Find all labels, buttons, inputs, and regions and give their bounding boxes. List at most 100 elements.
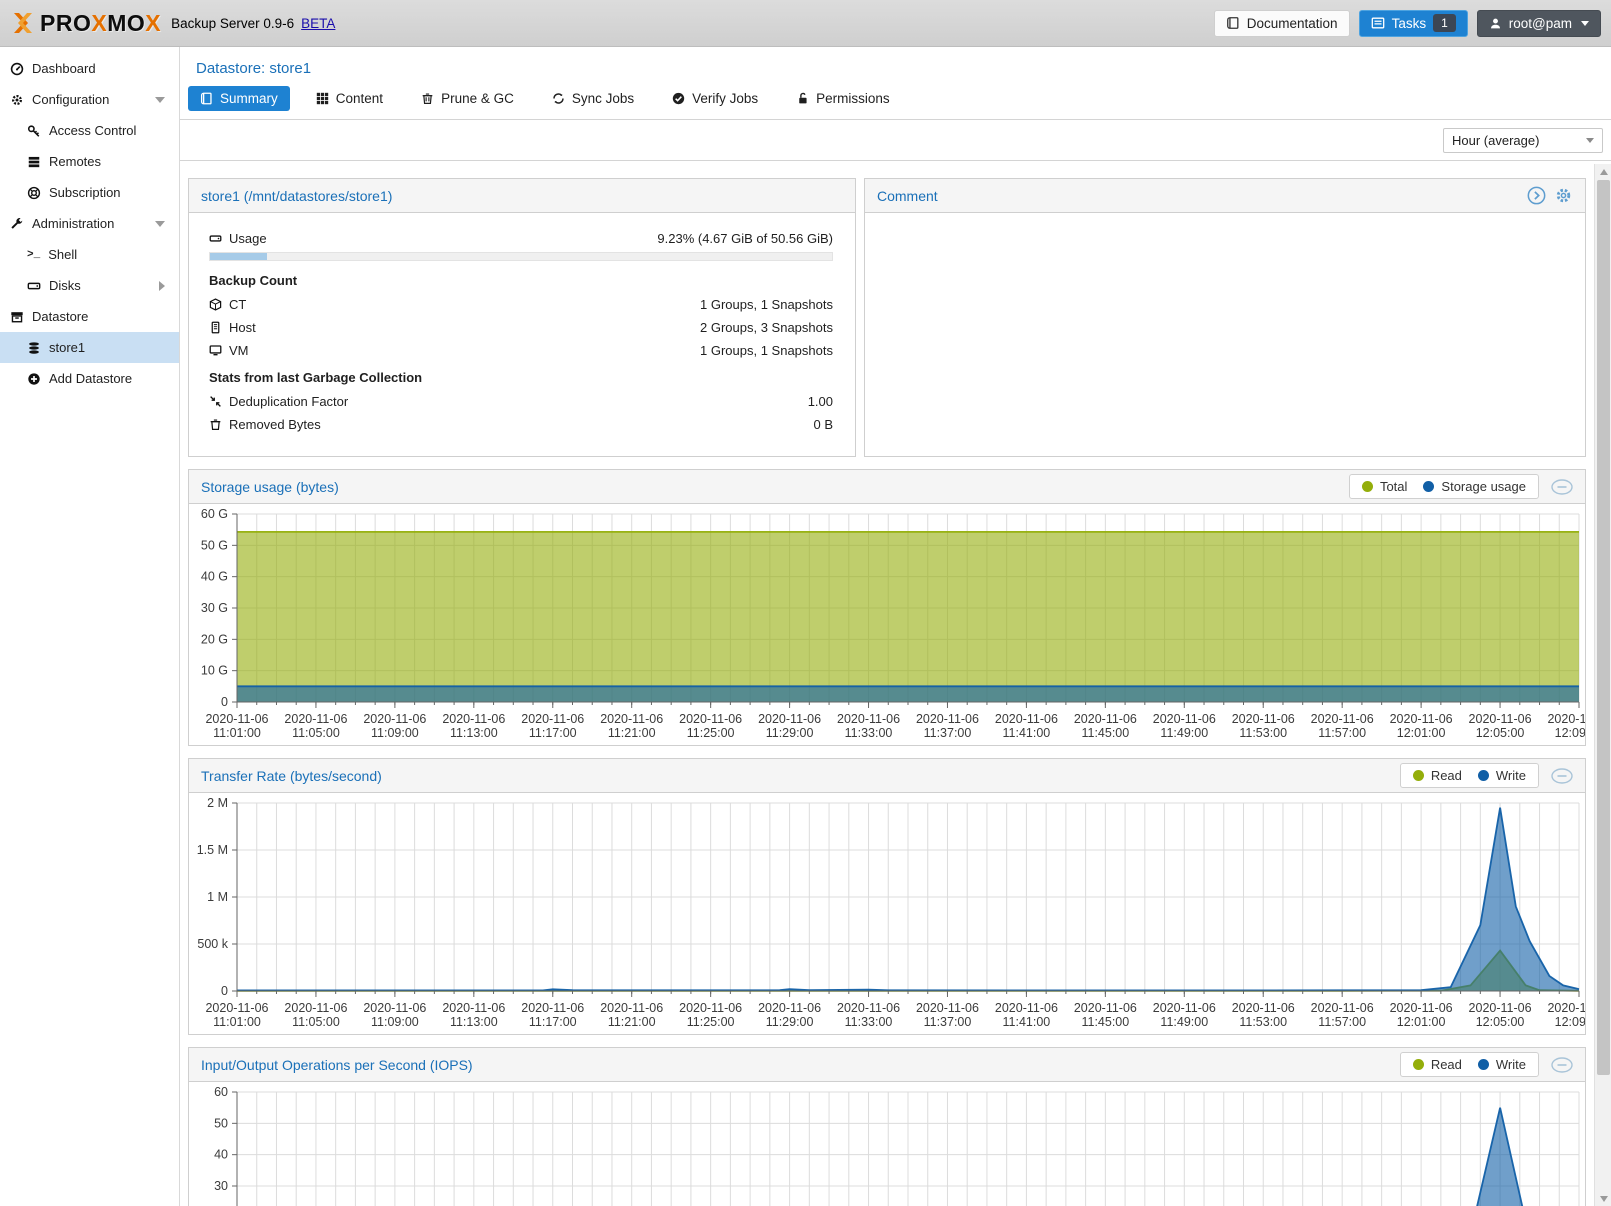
svg-text:0: 0 <box>221 695 228 709</box>
svg-text:11:13:00: 11:13:00 <box>450 726 498 740</box>
plus-circle-icon <box>28 372 40 385</box>
svg-text:2020-11-06: 2020-11-06 <box>1390 712 1453 726</box>
svg-text:11:33:00: 11:33:00 <box>845 1015 893 1029</box>
svg-text:2020-11-06: 2020-11-06 <box>1074 1001 1137 1015</box>
chart-toolbar: Hour (average) <box>180 120 1611 161</box>
sidebar-item-store1[interactable]: store1 <box>0 332 179 363</box>
svg-text:2020-11-06: 2020-11-06 <box>916 1001 979 1015</box>
legend-dot <box>1477 770 1489 781</box>
sidebar-item-datastore[interactable]: Datastore <box>0 301 179 332</box>
sidebar: Dashboard Configuration Access Control R… <box>0 47 180 1206</box>
hdd-icon <box>27 282 41 289</box>
svg-text:2020-11-06: 2020-11-06 <box>1074 712 1137 726</box>
book-icon <box>200 92 212 105</box>
sidebar-item-shell[interactable]: >_ Shell <box>27 247 78 262</box>
user-icon <box>1490 18 1500 28</box>
svg-text:11:29:00: 11:29:00 <box>766 726 814 740</box>
key-icon <box>27 124 40 137</box>
datastore-summary-panel: store1 (/mnt/datastores/store1) Usage 9.… <box>188 178 856 457</box>
gears-icon <box>12 94 22 105</box>
legend-item-storage-usage[interactable]: Storage usage <box>1423 479 1526 494</box>
tasks-button[interactable]: Tasks 1 <box>1358 9 1468 37</box>
svg-text:60: 60 <box>214 1085 228 1099</box>
vertical-scrollbar[interactable] <box>1594 164 1611 1206</box>
svg-text:2020-11-06: 2020-11-06 <box>995 1001 1058 1015</box>
chevron-down-icon <box>1586 137 1594 143</box>
sidebar-item-administration[interactable]: Administration <box>0 208 179 239</box>
tab-permissions[interactable]: Permissions <box>784 86 902 111</box>
gc-stats-heading: Stats from last Garbage Collection <box>209 370 423 385</box>
backup-row-host: Host 2 Groups, 3 Snapshots <box>209 318 833 337</box>
sidebar-item-remotes[interactable]: Remotes <box>0 146 179 177</box>
chevron-down-icon[interactable] <box>155 220 165 227</box>
period-select[interactable]: Hour (average) <box>1443 127 1603 153</box>
legend-item-write[interactable]: Write <box>1477 1057 1526 1072</box>
legend-item-read[interactable]: Read <box>1412 768 1462 783</box>
collapse-icon[interactable] <box>1551 767 1573 784</box>
legend-item-write[interactable]: Write <box>1477 768 1526 783</box>
scroll-down-arrow[interactable] <box>1595 1191 1611 1206</box>
proxmox-x-icon <box>14 13 32 33</box>
legend-item-read[interactable]: Read <box>1412 1057 1462 1072</box>
tab-verify-jobs[interactable]: Verify Jobs <box>660 86 770 111</box>
svg-text:11:05:00: 11:05:00 <box>292 726 340 740</box>
svg-text:11:49:00: 11:49:00 <box>1160 1015 1208 1029</box>
svg-text:11:37:00: 11:37:00 <box>924 1015 972 1029</box>
legend-item-total[interactable]: Total <box>1361 479 1407 494</box>
archive-box-icon <box>11 311 23 322</box>
sidebar-item-add-datastore[interactable]: Add Datastore <box>0 363 179 394</box>
sidebar-item-disks[interactable]: Disks <box>0 270 179 301</box>
check-circle-icon <box>672 92 685 105</box>
svg-text:2020-11-06: 2020-11-06 <box>995 712 1058 726</box>
beta-link[interactable]: BETA <box>301 15 336 31</box>
svg-text:11:17:00: 11:17:00 <box>529 726 577 740</box>
monitor-icon <box>209 345 222 356</box>
documentation-button[interactable]: Documentation <box>1213 9 1350 37</box>
svg-text:12:01:00: 12:01:00 <box>1397 726 1446 740</box>
tab-content[interactable]: Content <box>304 86 395 111</box>
chevron-down-icon[interactable] <box>155 96 165 103</box>
svg-text:2020-11-06: 2020-11-06 <box>679 1001 742 1015</box>
unlock-icon <box>799 92 807 104</box>
svg-text:2 M: 2 M <box>207 796 228 810</box>
iops-chart: 01020304050602020-11-0611:01:002020-11-0… <box>189 1082 1585 1206</box>
scroll-up-arrow[interactable] <box>1595 164 1611 179</box>
page-title: Datastore: store1 <box>196 60 312 77</box>
tab-summary[interactable]: Summary <box>188 86 290 111</box>
svg-text:30: 30 <box>214 1179 228 1193</box>
svg-text:0: 0 <box>221 984 228 998</box>
svg-text:11:01:00: 11:01:00 <box>213 1015 261 1029</box>
svg-text:12:09:00: 12:09:00 <box>1555 1015 1585 1029</box>
tab-prune-gc[interactable]: Prune & GC <box>409 86 526 111</box>
svg-text:11:37:00: 11:37:00 <box>924 726 972 740</box>
svg-text:11:09:00: 11:09:00 <box>371 726 419 740</box>
collapse-icon[interactable] <box>1551 478 1573 495</box>
chart-legend: Read Write <box>1399 763 1539 788</box>
svg-text:2020-11-06: 2020-11-06 <box>1469 712 1532 726</box>
svg-text:2020-11-06: 2020-11-06 <box>837 712 900 726</box>
scrollbar-thumb[interactable] <box>1597 180 1610 1075</box>
svg-text:11:13:00: 11:13:00 <box>450 1015 498 1029</box>
svg-text:2020-11-06: 2020-11-06 <box>1547 1001 1585 1015</box>
svg-text:2020-11-06: 2020-11-06 <box>1153 1001 1216 1015</box>
gear-icon[interactable] <box>1554 186 1573 205</box>
sidebar-item-dashboard[interactable]: Dashboard <box>0 53 179 84</box>
comment-body[interactable] <box>865 213 1585 456</box>
svg-text:11:33:00: 11:33:00 <box>845 726 893 740</box>
circle-chevron-right-icon[interactable] <box>1527 186 1546 205</box>
tab-sync-jobs[interactable]: Sync Jobs <box>540 86 646 111</box>
svg-text:2020-11-06: 2020-11-06 <box>1232 1001 1295 1015</box>
svg-text:50: 50 <box>214 1116 228 1130</box>
sidebar-item-configuration[interactable]: Configuration <box>0 84 179 115</box>
legend-dot <box>1423 481 1435 492</box>
user-menu-button[interactable]: root@pam <box>1476 9 1601 37</box>
svg-text:2020-11-06: 2020-11-06 <box>758 712 821 726</box>
svg-text:10 G: 10 G <box>201 664 228 678</box>
chevron-right-icon[interactable] <box>159 280 165 291</box>
collapse-icon[interactable] <box>1551 1056 1573 1073</box>
sidebar-item-subscription[interactable]: Subscription <box>0 177 179 208</box>
svg-text:2020-11-06: 2020-11-06 <box>1311 1001 1374 1015</box>
sidebar-item-access-control[interactable]: Access Control <box>0 115 179 146</box>
svg-text:11:05:00: 11:05:00 <box>292 1015 340 1029</box>
